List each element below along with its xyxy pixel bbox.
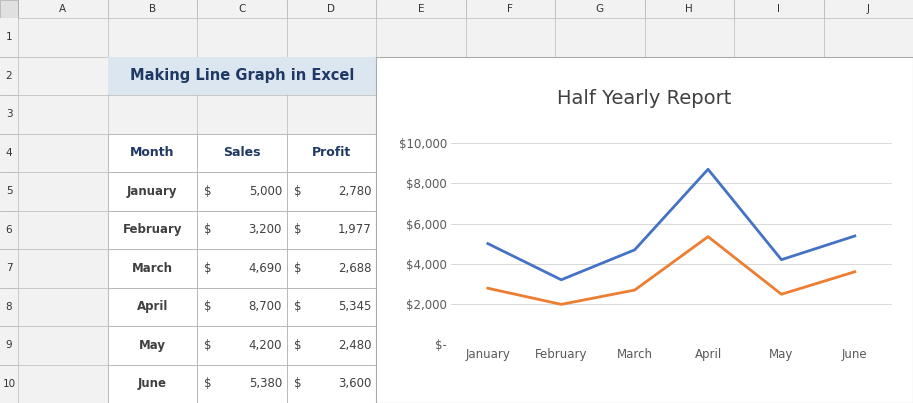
Text: 4: 4 (5, 148, 12, 158)
Legend: Sales, Profit: Sales, Profit (587, 399, 756, 403)
Text: 5,380: 5,380 (248, 377, 282, 390)
Bar (108, 287, 197, 326)
Text: G: G (595, 4, 603, 14)
Text: $: $ (294, 300, 301, 313)
Text: Half Yearly Report: Half Yearly Report (557, 89, 731, 108)
Text: March: March (131, 262, 173, 275)
Bar (108, 133, 197, 172)
Text: $: $ (294, 339, 301, 352)
Bar (287, 172, 376, 210)
Text: $: $ (205, 339, 212, 352)
Text: 1: 1 (5, 32, 12, 42)
Text: 4,200: 4,200 (248, 339, 282, 352)
Text: D: D (327, 4, 335, 14)
Text: 1,977: 1,977 (338, 223, 372, 236)
Text: $: $ (205, 377, 212, 390)
Text: F: F (508, 4, 513, 14)
Text: 7: 7 (5, 263, 12, 273)
Text: 5,000: 5,000 (248, 185, 282, 198)
Text: $: $ (205, 262, 212, 275)
Bar (108, 210, 197, 249)
Bar (287, 133, 376, 172)
Text: 2,780: 2,780 (338, 185, 372, 198)
Bar (0, 0, 18, 18)
Text: January: January (127, 185, 177, 198)
Text: 10: 10 (3, 379, 16, 389)
Bar (108, 56, 376, 95)
Bar (287, 210, 376, 249)
Bar (108, 172, 197, 210)
Text: $: $ (294, 377, 301, 390)
Text: 3: 3 (5, 109, 12, 119)
Text: 3,200: 3,200 (248, 223, 282, 236)
Text: C: C (238, 4, 246, 14)
Text: $: $ (205, 300, 212, 313)
Text: $: $ (294, 185, 301, 198)
Bar (197, 287, 287, 326)
Text: $: $ (294, 262, 301, 275)
Text: J: J (866, 4, 870, 14)
Text: 5: 5 (5, 186, 12, 196)
Text: 4,690: 4,690 (248, 262, 282, 275)
Text: Profit: Profit (311, 146, 351, 159)
Text: 8,700: 8,700 (248, 300, 282, 313)
Text: 6: 6 (5, 225, 12, 235)
Text: 2,688: 2,688 (338, 262, 372, 275)
Text: $: $ (294, 223, 301, 236)
Bar (108, 364, 197, 403)
Text: Month: Month (130, 146, 174, 159)
Text: Sales: Sales (223, 146, 260, 159)
Bar (287, 326, 376, 364)
Bar (197, 172, 287, 210)
Text: Making Line Graph in Excel: Making Line Graph in Excel (130, 68, 354, 83)
Text: April: April (137, 300, 168, 313)
Bar (287, 364, 376, 403)
Text: May: May (139, 339, 166, 352)
Text: February: February (122, 223, 182, 236)
Bar (197, 249, 287, 287)
Bar (108, 249, 197, 287)
Text: 3,600: 3,600 (338, 377, 372, 390)
Bar (197, 364, 287, 403)
Text: 2,480: 2,480 (338, 339, 372, 352)
Bar (108, 326, 197, 364)
Text: H: H (686, 4, 693, 14)
Bar (197, 326, 287, 364)
Bar (287, 249, 376, 287)
Bar (287, 287, 376, 326)
Bar (197, 210, 287, 249)
Text: E: E (417, 4, 424, 14)
Text: I: I (777, 4, 781, 14)
Text: 8: 8 (5, 302, 12, 312)
Text: $: $ (205, 223, 212, 236)
Text: 2: 2 (5, 71, 12, 81)
Text: 5,345: 5,345 (338, 300, 372, 313)
Bar (376, 56, 913, 403)
Bar (197, 133, 287, 172)
Text: June: June (138, 377, 167, 390)
Text: $: $ (205, 185, 212, 198)
Text: A: A (59, 4, 67, 14)
Text: B: B (149, 4, 156, 14)
Text: 9: 9 (5, 340, 12, 350)
